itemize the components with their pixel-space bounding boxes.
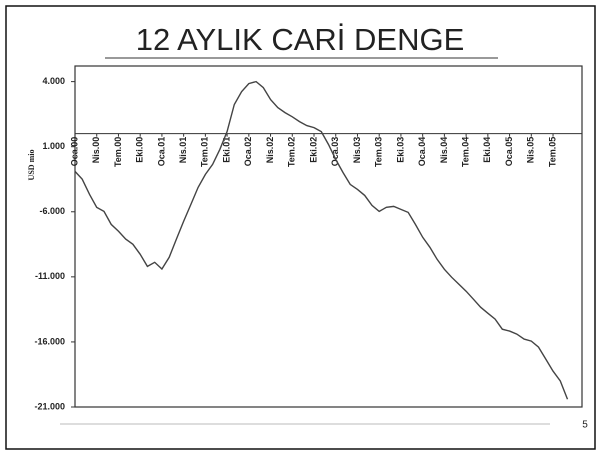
plot-frame (74, 65, 583, 408)
x-tick-label: Tem.04 (460, 137, 470, 167)
x-tick-label: Nis.04 (439, 137, 449, 164)
y-tick-label: -11.000 (35, 271, 65, 281)
x-tick-label: Eki.04 (482, 137, 492, 163)
y-tick-label: 4.000 (42, 76, 65, 86)
x-tick-label: Oca.00 (69, 137, 79, 167)
y-tick-label: -6.000 (39, 206, 65, 216)
x-tick-label: Eki.02 (308, 137, 318, 163)
y-tick-label: -16.000 (34, 336, 65, 346)
data-line (74, 80, 569, 400)
x-tick-label: Oca.03 (330, 137, 340, 167)
x-tick-label: Tem.03 (374, 137, 384, 167)
y-tick-label: -21.000 (34, 401, 65, 411)
x-tick-label: Tem.05 (547, 137, 557, 167)
x-tick-label: Tem.01 (200, 137, 210, 167)
x-tick-label: Oca.04 (417, 137, 427, 167)
x-tick-label: Eki.00 (135, 137, 145, 163)
x-tick-label: Nis.05 (526, 137, 536, 164)
x-tick-label: Oca.01 (156, 137, 166, 167)
x-tick-label: Eki.01 (221, 137, 231, 163)
chart-title: 12 AYLIK CARİ DENGE (136, 22, 465, 57)
x-tick-label: Nis.03 (352, 137, 362, 164)
x-tick-label: Nis.01 (178, 137, 188, 164)
y-tick-label: 1.000 (42, 141, 65, 151)
x-tick-label: Tem.02 (287, 137, 297, 167)
slide-border (5, 5, 596, 450)
y-axis-label: USD mio (27, 150, 36, 181)
x-tick-label: Tem.00 (113, 137, 123, 167)
x-tick-label: Nis.02 (265, 137, 275, 164)
page-number: 5 (582, 420, 588, 431)
x-tick-label: Oca.02 (243, 137, 253, 167)
x-tick-label: Oca.05 (504, 137, 514, 167)
x-tick-label: Eki.03 (395, 137, 405, 163)
x-tick-label: Nis.00 (91, 137, 101, 164)
